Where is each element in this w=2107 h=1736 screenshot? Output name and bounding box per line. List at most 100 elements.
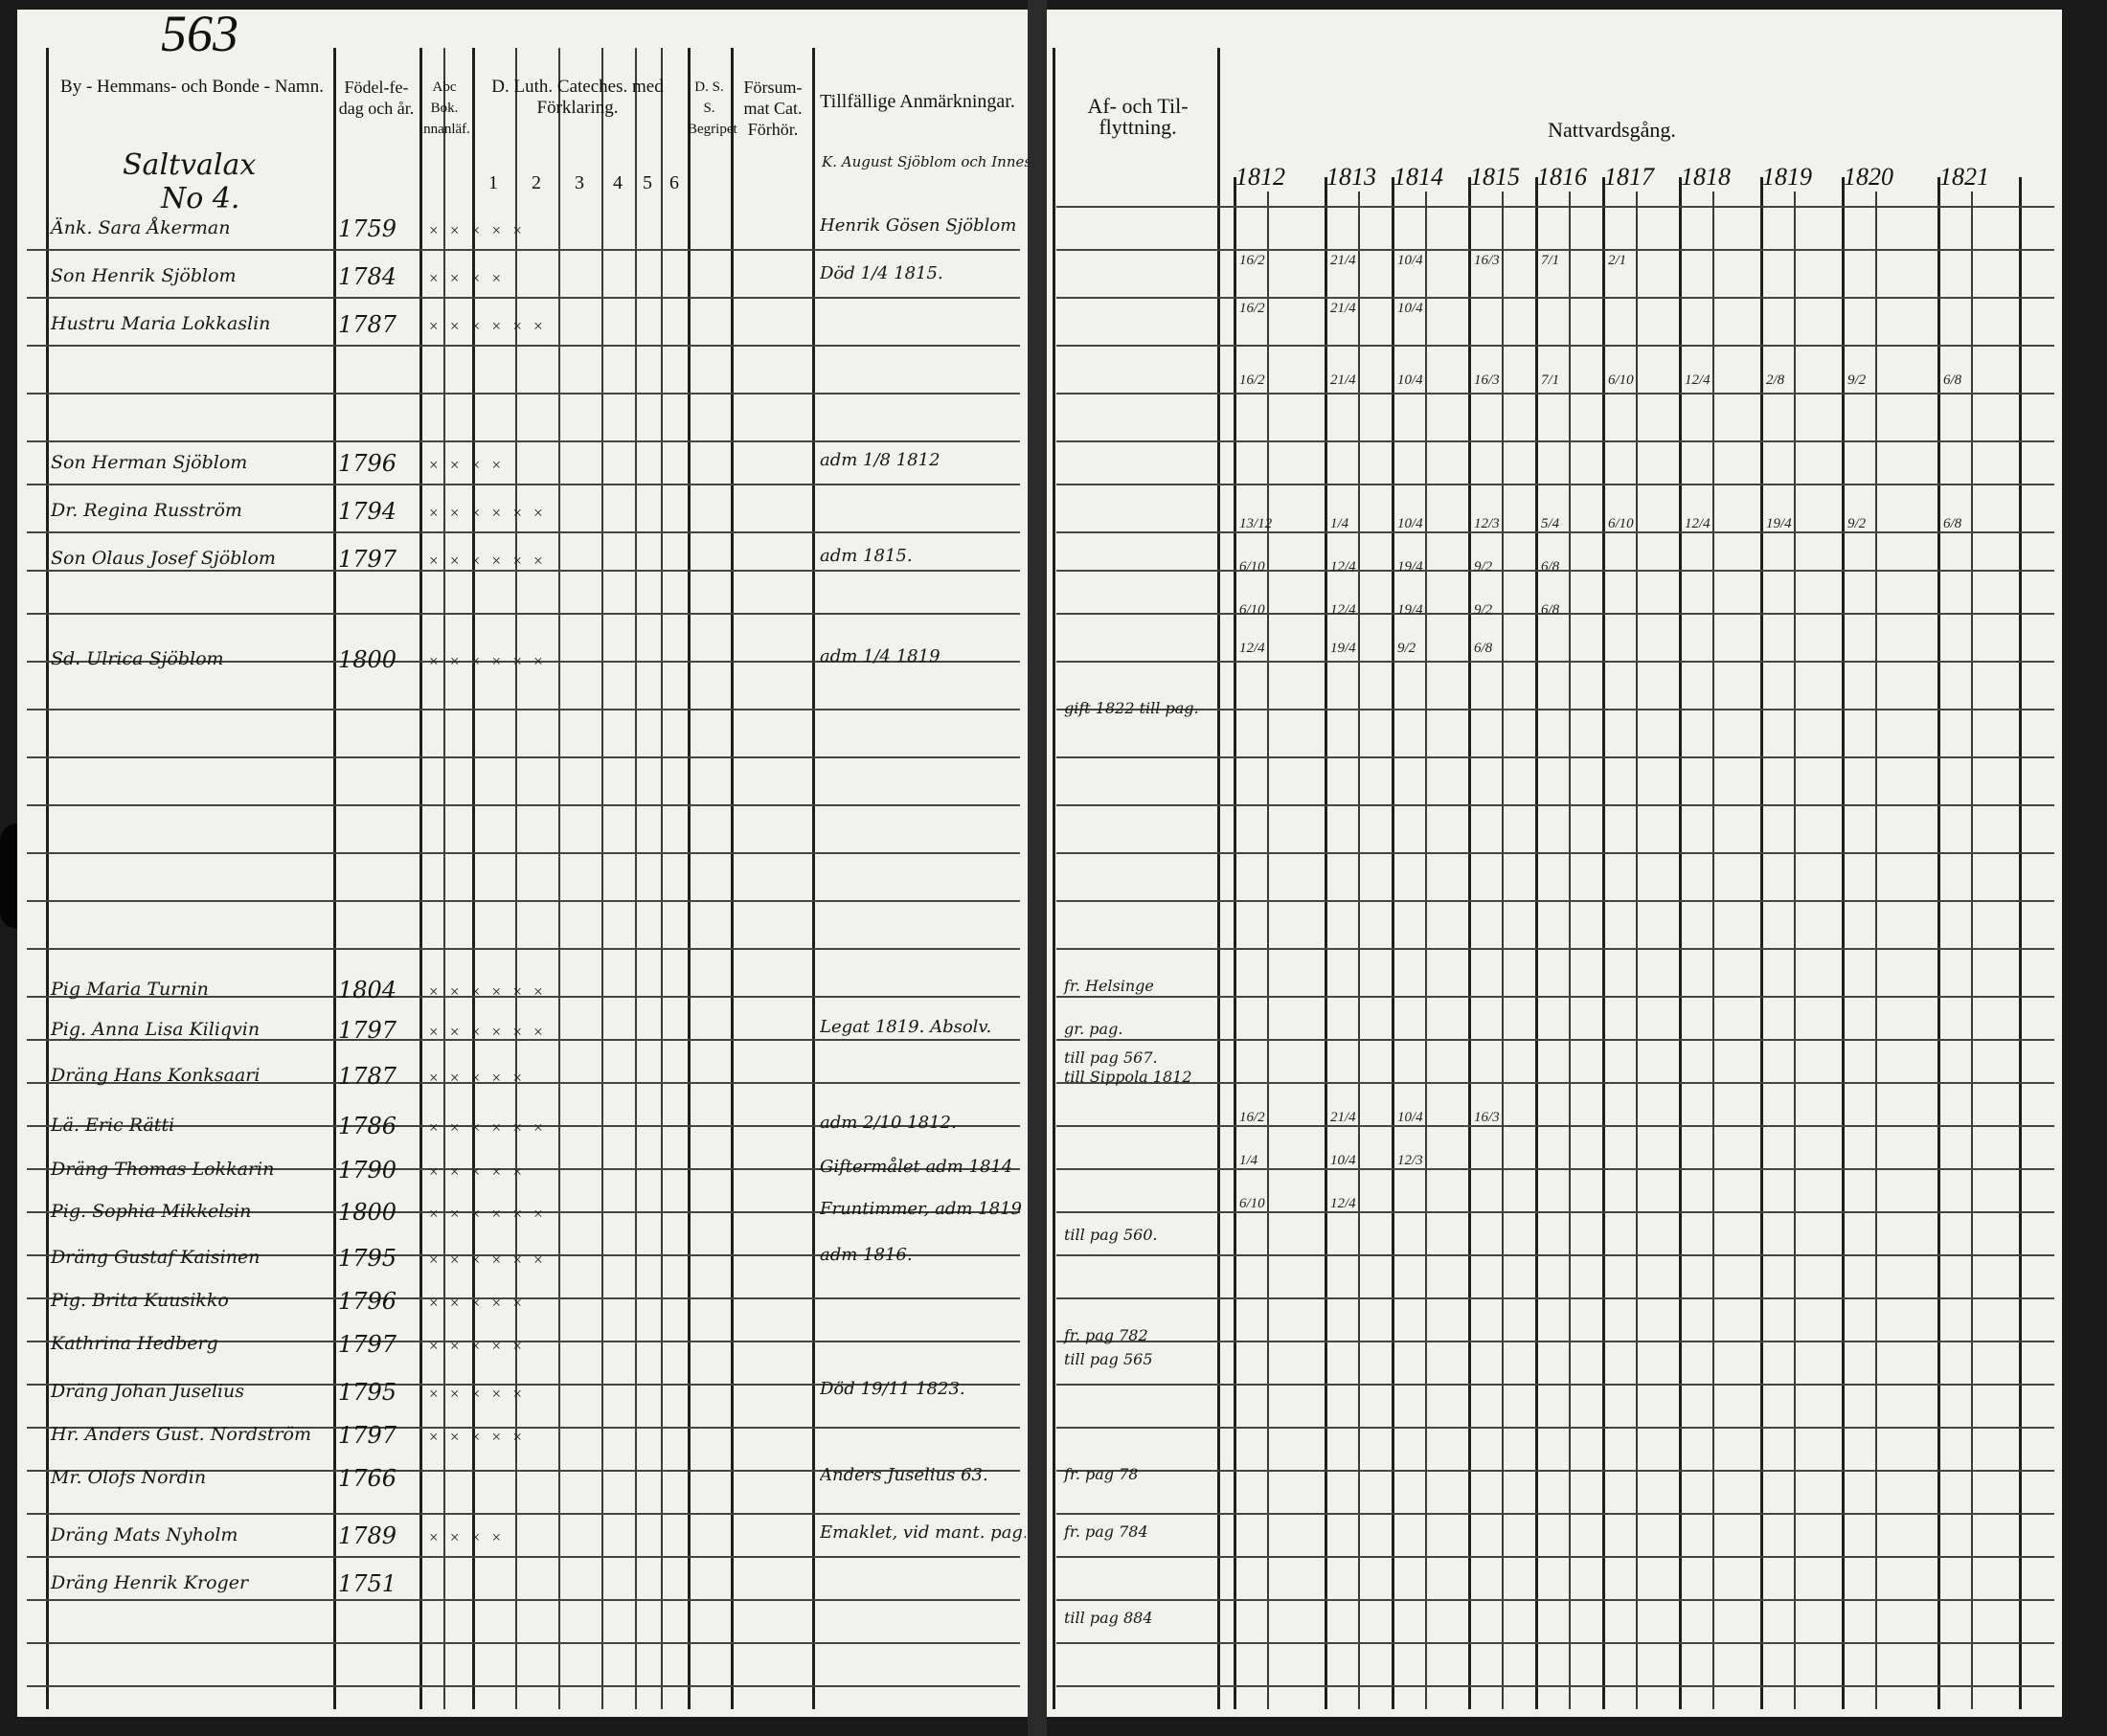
row-rule	[1056, 440, 2054, 442]
catechism-number: 4	[613, 172, 623, 193]
row-rule	[1056, 900, 2054, 902]
book-gutter	[1028, 0, 1047, 1736]
row-rule	[1056, 249, 2054, 251]
row-rule	[27, 570, 1020, 572]
year-column-rule	[1425, 192, 1427, 1709]
birth-year: 1804	[338, 977, 397, 1003]
column-rule	[515, 48, 517, 1709]
communion-mark: 6/10	[1608, 372, 1634, 388]
move-note: fr. Helsinge	[1064, 977, 1154, 995]
communion-mark: 16/2	[1239, 253, 1265, 268]
catechism-marks: × × × × ×	[429, 221, 526, 239]
column-rule	[558, 48, 560, 1709]
year-column-rule	[1325, 177, 1327, 1709]
row-rule	[1056, 297, 2054, 299]
left-page: 563 By - Hemmans- och Bonde - Namn. Föde…	[17, 10, 1028, 1717]
row-rule	[1056, 393, 2054, 395]
remark: adm 1816.	[820, 1245, 913, 1265]
row-rule	[1056, 1341, 2054, 1342]
row-rule	[27, 900, 1020, 902]
year-header: 1812	[1235, 163, 1285, 191]
row-rule	[1056, 1082, 2054, 1084]
birth-year: 1797	[338, 1331, 397, 1358]
header-catechism: D. Luth. Cateches. med Förklaring.	[491, 77, 664, 118]
communion-mark: 9/2	[1847, 372, 1867, 388]
communion-mark: 10/4	[1397, 516, 1423, 531]
birth-year: 1751	[338, 1570, 397, 1597]
birth-year: 1797	[338, 1017, 397, 1044]
column-rule	[731, 48, 734, 1709]
notes-header-hand: K. August Sjöblom och Innesmalla Hol.	[822, 153, 1028, 170]
row-rule	[27, 1599, 1020, 1601]
column-rule	[46, 48, 49, 1709]
communion-mark: 6/10	[1239, 1196, 1265, 1211]
person-name: Pig. Brita Kuusikko	[51, 1290, 229, 1311]
remark: Död 19/11 1823.	[820, 1379, 965, 1399]
row-rule	[27, 393, 1020, 395]
row-rule	[1056, 1685, 2054, 1687]
communion-mark: 2/1	[1608, 253, 1627, 268]
communion-mark: 16/2	[1239, 1110, 1265, 1125]
birth-year: 1766	[338, 1465, 397, 1492]
communion-mark: 12/4	[1330, 1196, 1356, 1211]
catechism-marks: × × × × × ×	[429, 1205, 547, 1223]
catechism-marks: × × × × × ×	[429, 1118, 547, 1137]
row-rule	[27, 756, 1020, 758]
communion-mark: 6/10	[1239, 559, 1265, 575]
year-column-rule	[1267, 192, 1269, 1709]
row-rule	[1056, 1556, 2054, 1558]
year-header: 1815	[1470, 163, 1520, 191]
row-rule	[1056, 852, 2054, 854]
catechism-number: 6	[669, 172, 679, 193]
row-rule	[1056, 709, 2054, 710]
person-name: Dräng Thomas Lokkarin	[51, 1159, 275, 1180]
year-column-rule	[1602, 177, 1605, 1709]
row-rule	[27, 249, 1020, 251]
row-rule	[27, 1556, 1020, 1558]
move-note: till Sippola 1812	[1064, 1068, 1192, 1086]
year-column-rule	[1760, 177, 1763, 1709]
communion-mark: 16/3	[1474, 253, 1500, 268]
communion-mark: 5/4	[1541, 516, 1560, 531]
row-rule	[27, 531, 1020, 533]
header-moves: Af- och Til-flyttning.	[1087, 94, 1189, 139]
communion-mark: 19/4	[1397, 602, 1423, 618]
row-rule	[1056, 1297, 2054, 1299]
row-rule	[1056, 1513, 2054, 1515]
catechism-marks: × × × × × ×	[429, 652, 547, 670]
birth-year: 1796	[338, 1288, 397, 1315]
communion-mark: 19/4	[1330, 641, 1356, 656]
column-rule	[1053, 48, 1055, 1709]
row-rule	[27, 709, 1020, 710]
row-rule	[27, 1297, 1020, 1299]
communion-mark: 16/3	[1474, 372, 1500, 388]
communion-mark: 1/4	[1330, 516, 1349, 531]
person-name: Mr. Olofs Nordin	[51, 1467, 207, 1488]
year-column-rule	[1842, 177, 1845, 1709]
person-name: Dräng Henrik Kroger	[51, 1572, 249, 1593]
communion-mark: 6/10	[1608, 516, 1634, 531]
catechism-marks: × × × × × ×	[429, 317, 547, 335]
person-name: Pig. Sophia Mikkelsin	[51, 1201, 252, 1222]
catechism-number: 3	[575, 172, 584, 193]
row-rule	[1056, 570, 2054, 572]
row-rule	[1056, 613, 2054, 615]
move-note: fr. pag 78	[1064, 1465, 1139, 1483]
village-number: No 4.	[161, 182, 240, 215]
remark: Anders Juselius 63.	[820, 1465, 988, 1485]
row-rule	[1056, 804, 2054, 806]
column-rule	[635, 48, 637, 1709]
year-header: 1821	[1939, 163, 1989, 191]
catechism-number: 2	[532, 172, 541, 193]
communion-mark: 13/12	[1239, 516, 1273, 531]
column-rule	[333, 48, 336, 1709]
header-dss: D. S. S. Begripet	[688, 79, 737, 137]
remark: adm 2/10 1812.	[820, 1113, 957, 1133]
row-rule	[27, 1427, 1020, 1429]
year-header: 1813	[1326, 163, 1376, 191]
birth-year: 1759	[338, 215, 397, 242]
column-rule	[1217, 48, 1220, 1709]
catechism-marks: × × × ×	[429, 269, 506, 287]
catechism-number: 5	[643, 172, 652, 193]
communion-mark: 9/2	[1397, 641, 1416, 656]
